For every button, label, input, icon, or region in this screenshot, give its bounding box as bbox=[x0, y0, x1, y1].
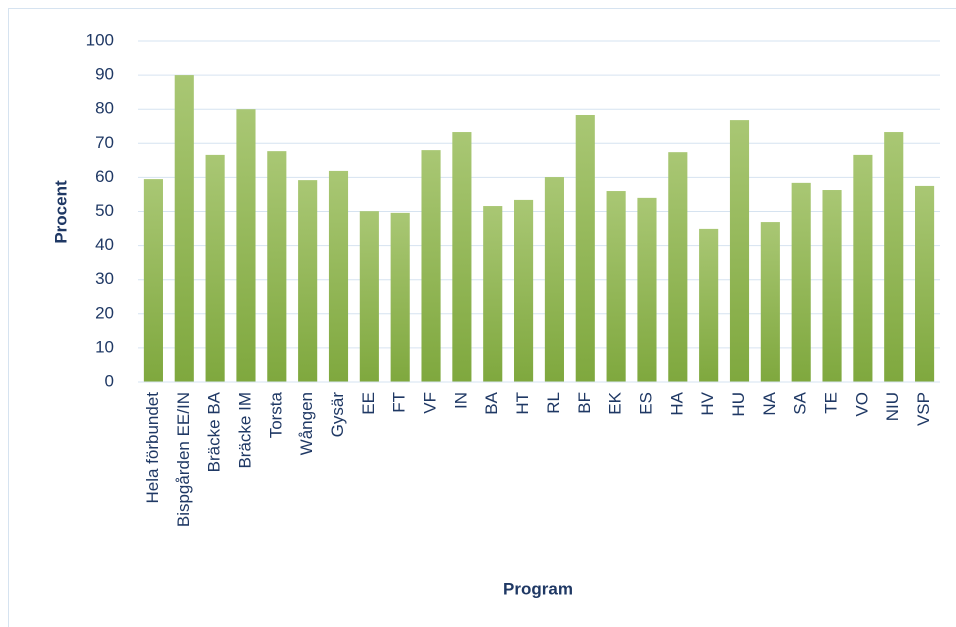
x-tick-label: Bräcke BA bbox=[205, 391, 224, 472]
x-tick-label: BA bbox=[482, 391, 501, 414]
x-tick-label: BF bbox=[575, 392, 594, 414]
x-tick-label: Wången bbox=[297, 392, 316, 455]
bar bbox=[267, 151, 287, 382]
x-axis-title: Program bbox=[503, 579, 573, 598]
x-tick-label: IN bbox=[451, 392, 470, 409]
bar bbox=[853, 154, 873, 382]
bar bbox=[236, 109, 256, 382]
x-tick-label: SA bbox=[791, 391, 810, 414]
bar bbox=[760, 222, 780, 382]
chart-border bbox=[8, 8, 956, 627]
x-tick-label: TE bbox=[822, 392, 841, 414]
bar bbox=[606, 191, 626, 382]
x-tick-label: VO bbox=[852, 392, 871, 417]
x-tick-label: HT bbox=[513, 392, 532, 415]
y-tick-label: 30 bbox=[95, 269, 114, 288]
bar bbox=[452, 132, 472, 382]
y-tick-label: 10 bbox=[95, 337, 114, 356]
x-tick-label: Torsta bbox=[266, 391, 285, 438]
x-tick-label: Bispgården EE/IN bbox=[174, 392, 193, 527]
bar bbox=[390, 212, 410, 382]
bar bbox=[483, 206, 503, 382]
y-tick-label: 0 bbox=[105, 371, 114, 390]
x-tick-label: EK bbox=[606, 391, 625, 414]
bar bbox=[729, 120, 750, 382]
bar bbox=[514, 199, 534, 382]
bar bbox=[421, 150, 441, 382]
bar bbox=[174, 75, 194, 382]
bar bbox=[328, 170, 349, 382]
y-tick-label: 80 bbox=[95, 99, 114, 118]
x-tick-label: NIU bbox=[883, 392, 902, 421]
y-tick-label: 50 bbox=[95, 201, 114, 220]
bar bbox=[915, 185, 935, 382]
bar bbox=[575, 114, 595, 382]
bar bbox=[699, 228, 719, 382]
x-tick-label: NA bbox=[760, 391, 779, 415]
bar bbox=[884, 132, 904, 382]
x-tick-label: FT bbox=[390, 392, 409, 413]
x-tick-label: Hela förbundet bbox=[143, 392, 162, 504]
y-tick-label: 20 bbox=[95, 303, 114, 322]
x-tick-label: VF bbox=[421, 392, 440, 414]
bar bbox=[822, 190, 842, 382]
bar bbox=[637, 197, 657, 382]
x-tick-label: Bräcke IM bbox=[235, 392, 254, 469]
x-tick-label: EE bbox=[359, 392, 378, 415]
bar bbox=[791, 182, 811, 382]
y-tick-label: 100 bbox=[86, 30, 114, 49]
x-tick-label: HA bbox=[667, 391, 686, 415]
y-axis-title: Procent bbox=[51, 180, 70, 244]
bar bbox=[298, 180, 318, 382]
bar bbox=[544, 177, 564, 382]
bar bbox=[668, 152, 688, 382]
bar bbox=[359, 211, 379, 382]
x-tick-label: ES bbox=[636, 392, 655, 415]
y-tick-label: 40 bbox=[95, 235, 114, 254]
x-tick-label: VSP bbox=[914, 392, 933, 426]
y-tick-label: 90 bbox=[95, 65, 114, 84]
x-tick-label: RL bbox=[544, 392, 563, 414]
x-tick-label: Gysär bbox=[328, 392, 347, 438]
bar bbox=[205, 154, 225, 382]
y-tick-label: 60 bbox=[95, 167, 114, 186]
x-tick-label: HV bbox=[698, 391, 717, 415]
x-tick-label: HU bbox=[729, 392, 748, 417]
y-tick-label: 70 bbox=[95, 133, 114, 152]
bar bbox=[143, 179, 163, 382]
